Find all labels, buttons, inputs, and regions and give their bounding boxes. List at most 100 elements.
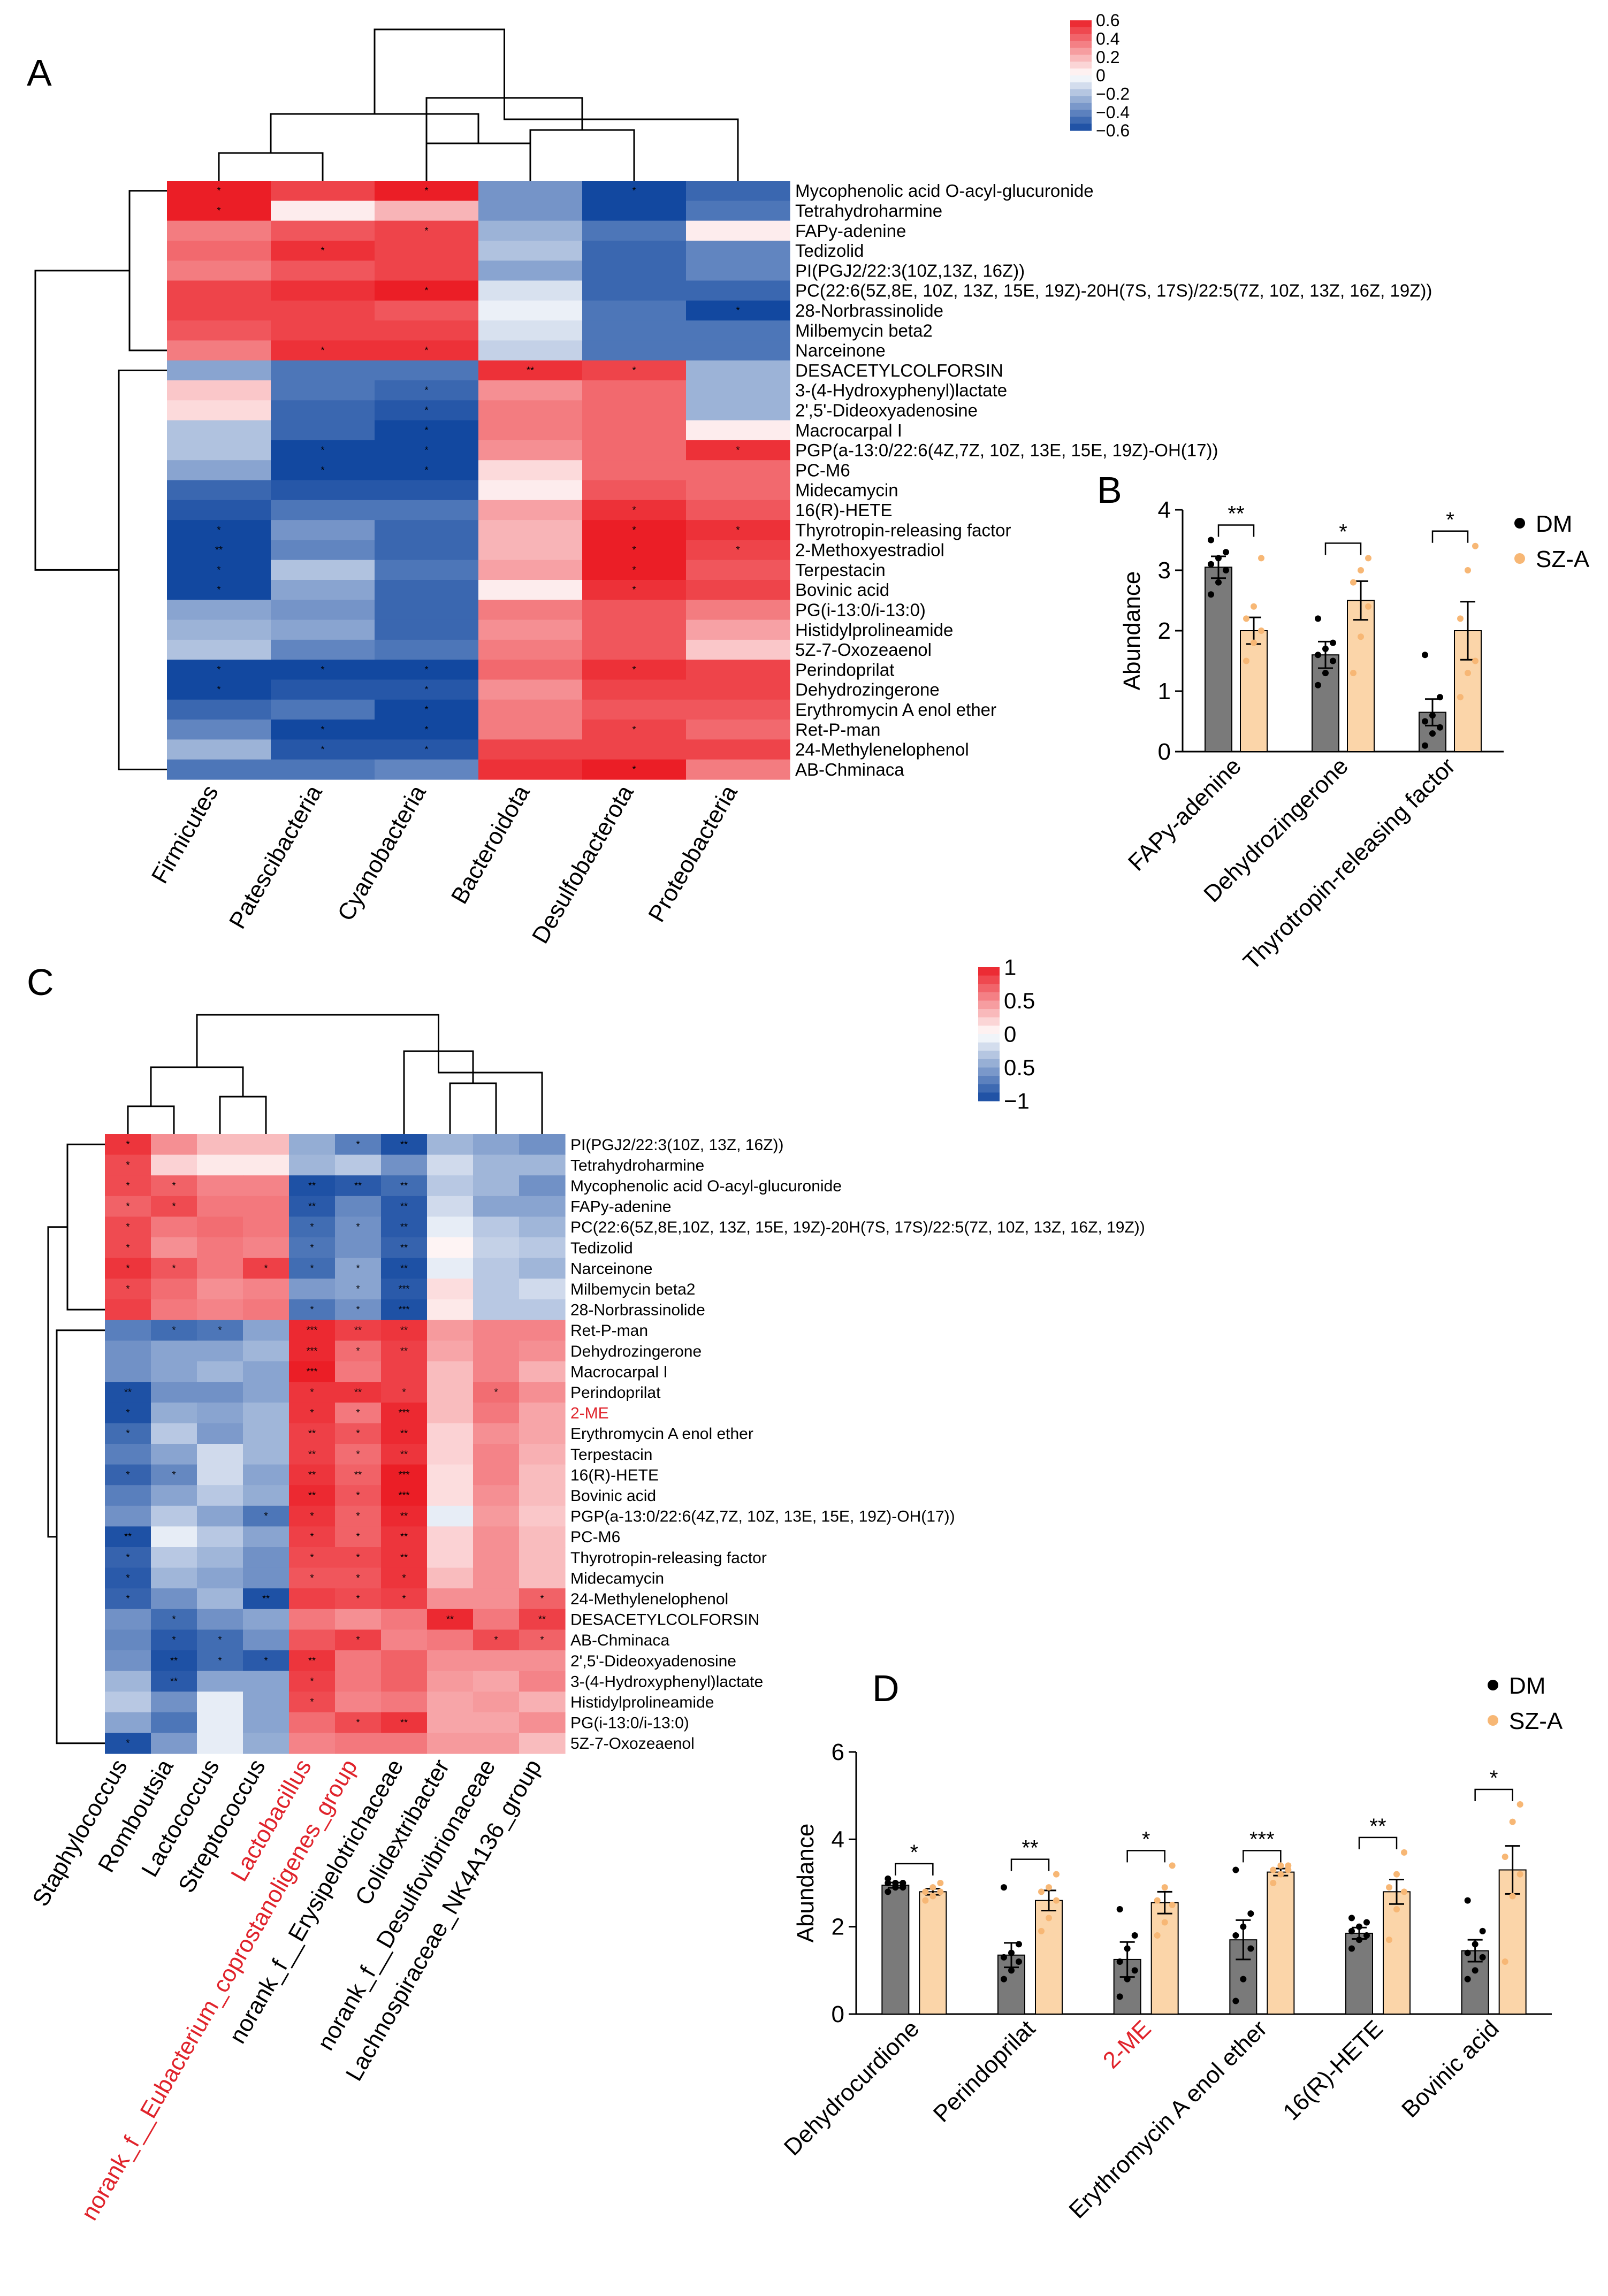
- significance-star: ***: [306, 1345, 317, 1356]
- heat-cell: [427, 1361, 474, 1382]
- heat-cell: [167, 440, 271, 461]
- heat-cell: [335, 1567, 382, 1589]
- legend-gradient-step: [978, 967, 1000, 976]
- bar: [1267, 1871, 1295, 2015]
- significance-star: *: [310, 1263, 314, 1274]
- significance-star: *: [494, 1387, 498, 1398]
- significance-star: *: [321, 465, 324, 476]
- heat-cell: [335, 1526, 382, 1548]
- heat-cell: [427, 1299, 474, 1320]
- heat-cell: [335, 1175, 382, 1197]
- significance-star: **: [354, 1387, 362, 1398]
- row-label: PC-M6: [795, 460, 850, 480]
- data-point: [1001, 1954, 1007, 1961]
- row-label: Perindoprilat: [795, 660, 894, 679]
- heat-cell: [582, 181, 687, 201]
- significance-star: **: [400, 1139, 408, 1150]
- significance-star: *: [126, 1407, 129, 1418]
- heat-cell: [375, 240, 479, 261]
- significance-star: *: [126, 1181, 129, 1191]
- heat-cell: [582, 440, 687, 461]
- heat-cell: [427, 1588, 474, 1610]
- heat-cell: [381, 1444, 428, 1465]
- heat-cell: [335, 1444, 382, 1465]
- heat-cell: [381, 1547, 428, 1568]
- heat-cell: [427, 1650, 474, 1672]
- heat-cell: [105, 1692, 151, 1713]
- column-label: Proteobacteria: [643, 780, 743, 927]
- data-point: [1223, 549, 1229, 556]
- significance-star: *: [424, 225, 428, 236]
- significance-star: *: [402, 1594, 406, 1604]
- heat-cell: [243, 1464, 289, 1486]
- heat-cell: [381, 1279, 428, 1300]
- heat-cell: [105, 1712, 151, 1733]
- significance-star: **: [354, 1181, 362, 1191]
- significance-star: *: [217, 525, 220, 535]
- heat-cell: [582, 480, 687, 501]
- heat-cell: [427, 1279, 474, 1300]
- significance-star: *: [356, 1222, 360, 1233]
- heat-cell: [167, 580, 271, 600]
- heat-cell: [271, 759, 375, 780]
- heat-cell: [519, 1258, 566, 1279]
- data-point: [1016, 1941, 1022, 1948]
- significance-star: *: [126, 1738, 129, 1749]
- legend-gradient-step: [1070, 20, 1092, 28]
- heat-cell: [335, 1629, 382, 1651]
- heat-cell: [335, 1423, 382, 1444]
- row-label: Midecamycin: [795, 480, 898, 500]
- data-point: [1161, 1919, 1168, 1926]
- legend-gradient-step: [978, 1084, 1000, 1093]
- heat-cell: [375, 300, 479, 321]
- heat-cell: [478, 280, 583, 301]
- heat-cell: [375, 220, 479, 241]
- data-point: [1215, 579, 1222, 586]
- data-point: [1502, 1854, 1508, 1860]
- heat-cell: [686, 619, 790, 640]
- row-label: Narceinone: [570, 1260, 652, 1277]
- category-label: Erythromycin A enol ether: [1064, 2015, 1272, 2223]
- heat-cell: [197, 1237, 243, 1259]
- heat-cell: [271, 380, 375, 401]
- heat-cell: [243, 1609, 289, 1630]
- row-label: Terpestacin: [570, 1446, 652, 1464]
- row-label: Histidylprolineamide: [795, 620, 953, 640]
- heat-cell: [519, 1485, 566, 1506]
- heat-cell: [151, 1588, 197, 1610]
- significance-star: *: [217, 564, 220, 575]
- heat-cell: [243, 1567, 289, 1589]
- heat-cell: [151, 1237, 197, 1259]
- bar: [1347, 600, 1375, 752]
- data-point: [1393, 1906, 1400, 1912]
- significance-star: *: [218, 1635, 222, 1646]
- heat-cell: [197, 1526, 243, 1548]
- heat-cell: [478, 440, 583, 461]
- heat-cell: [335, 1650, 382, 1672]
- legend-gradient-step: [1070, 55, 1092, 62]
- legend-tick: 0.5: [1004, 988, 1035, 1013]
- row-label: 28-Norbrassinolide: [795, 301, 943, 320]
- heat-cell: [582, 619, 687, 640]
- heat-cell: [375, 540, 479, 561]
- heat-cell: [686, 400, 790, 421]
- heat-cell: [473, 1361, 520, 1382]
- heat-cell: [478, 420, 583, 441]
- heat-cell: [105, 1175, 151, 1197]
- data-point: [1393, 1871, 1400, 1878]
- heat-cell: [289, 1134, 336, 1155]
- heat-cell: [375, 201, 479, 221]
- significance-star: **: [400, 1345, 408, 1356]
- legend-gradient-step: [978, 1009, 1000, 1018]
- data-point: [885, 1888, 891, 1895]
- significance-star: *: [217, 205, 220, 216]
- heat-cell: [473, 1258, 520, 1279]
- significance-star: *: [310, 1511, 314, 1521]
- legend-gradient-step: [978, 984, 1000, 993]
- significance-star: **: [308, 1428, 316, 1439]
- row-label: Bovinic acid: [795, 580, 889, 600]
- heat-cell: [105, 1320, 151, 1341]
- heat-cell: [519, 1361, 566, 1382]
- heat-cell: [519, 1712, 566, 1733]
- heat-cell: [271, 639, 375, 660]
